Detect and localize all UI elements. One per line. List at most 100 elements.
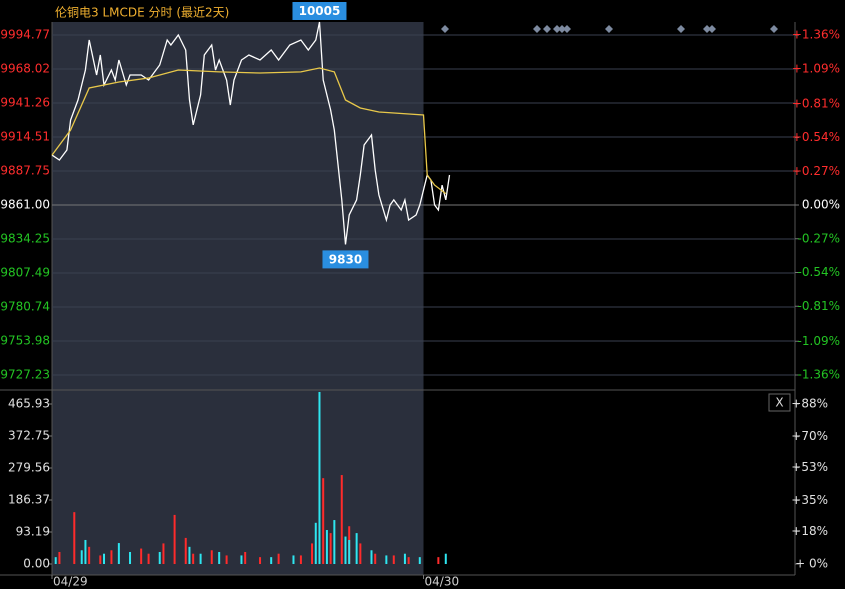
y-tick-label: 9994.77 [0, 28, 50, 42]
y2-tick-label: -1.36% [798, 368, 840, 382]
volume-bar [299, 555, 302, 565]
volume-bar [437, 557, 440, 565]
y-tick-label: 9941.26 [0, 96, 50, 110]
volume-bar [385, 555, 388, 565]
volume-bar [370, 550, 373, 565]
event-marker[interactable] [708, 25, 716, 33]
y-tick-label: 9753.98 [0, 334, 50, 348]
y2-tick-label: -1.09% [798, 334, 840, 348]
volume-bar [340, 475, 343, 565]
volume-bar [359, 543, 362, 565]
close-button-box[interactable] [768, 393, 791, 412]
event-marker[interactable] [703, 25, 711, 33]
volume-bar [162, 543, 165, 565]
y-tick-label: 372.75 [8, 429, 50, 443]
y-tick-label: 465.93 [8, 397, 50, 411]
extreme-label-box [292, 2, 347, 20]
y2-tick-label: +0.54% [792, 130, 840, 144]
volume-bar [314, 522, 317, 565]
volume-bar [348, 539, 351, 565]
y2-tick-label: +0.27% [792, 164, 840, 178]
volume-bar [54, 557, 57, 565]
y2-tick-label: +1.09% [792, 61, 840, 75]
y-tick-label: 9834.25 [0, 231, 50, 245]
y-tick-label: 0.00 [23, 557, 50, 571]
y-tick-label: 9727.23 [0, 368, 50, 382]
volume-bar [110, 550, 113, 565]
volume-bar [103, 553, 106, 565]
y2-tick-label: -0.81% [798, 299, 840, 313]
event-marker[interactable] [770, 25, 778, 33]
close-button[interactable]: X [768, 393, 791, 412]
volume-bar [407, 557, 410, 565]
y-tick-label: 279.56 [8, 461, 50, 475]
volume-bar [99, 555, 102, 565]
volume-bar [218, 551, 221, 565]
event-marker[interactable] [563, 25, 571, 33]
volume-bar [292, 555, 295, 565]
volume-bar [333, 520, 336, 565]
volume-bar [73, 512, 76, 565]
chart-title: 伦铜电3 LMCDE 分时 (最近2天) [55, 5, 229, 20]
volume-bar [311, 543, 314, 565]
y2-tick-label: -0.27% [798, 231, 840, 245]
volume-bar [270, 557, 273, 565]
extreme-label: 9830 [329, 252, 362, 266]
volume-bar [240, 555, 243, 565]
volume-bar [140, 548, 143, 565]
volume-bar [392, 555, 395, 565]
volume-bar [244, 551, 247, 565]
event-marker[interactable] [558, 25, 566, 33]
event-marker[interactable] [677, 25, 685, 33]
event-marker[interactable] [543, 25, 551, 33]
event-marker[interactable] [441, 25, 449, 33]
volume-bar [418, 557, 421, 565]
event-marker[interactable] [533, 25, 541, 33]
volume-bar [199, 553, 202, 565]
volume-bar [184, 537, 187, 565]
volume-bar [225, 555, 228, 565]
volume-bar [210, 550, 213, 565]
volume-bar [374, 553, 377, 565]
y2-tick-label: +88% [791, 397, 828, 411]
y2-tick-label: 0.00% [802, 198, 840, 212]
volume-bar [277, 553, 280, 565]
volume-bar [322, 478, 325, 565]
event-markers [441, 25, 778, 33]
session-shade [52, 22, 424, 575]
volume-bar [192, 553, 195, 565]
y2-tick-label: +35% [791, 493, 828, 507]
y2-tick-label: +70% [791, 429, 828, 443]
x-tick-label: 04/29 [53, 575, 88, 589]
y-tick-label: 9914.51 [0, 129, 50, 143]
panel-background [52, 22, 424, 575]
y2-tick-label: +18% [791, 524, 828, 538]
volume-bar [173, 514, 176, 565]
volume-bar [158, 551, 161, 565]
y2-tick-label: +1.36% [792, 28, 840, 42]
close-button-label[interactable]: X [775, 396, 783, 410]
y-tick-label: 9861.00 [0, 198, 50, 212]
extreme-label: 10005 [299, 4, 341, 18]
y2-tick-label: + 0% [795, 557, 828, 571]
extreme-label-box [322, 250, 369, 269]
y-tick-label: 9780.74 [0, 300, 50, 314]
event-marker[interactable] [553, 25, 561, 33]
volume-bar [344, 536, 347, 565]
volume-bar [58, 551, 61, 565]
volume-bar [84, 539, 87, 565]
event-marker[interactable] [605, 25, 613, 33]
x-tick-label: 04/30 [425, 575, 460, 589]
y2-tick-label: +0.81% [792, 96, 840, 110]
volume-bar [117, 543, 120, 565]
volume-bar [88, 546, 91, 565]
y-tick-label: 186.37 [8, 493, 50, 507]
volume-bar [259, 557, 262, 565]
price-line [51, 21, 451, 245]
volume-bar [403, 553, 406, 565]
y-tick-label: 9968.02 [0, 61, 50, 75]
volume-bar [129, 551, 132, 565]
volume-bar [325, 530, 328, 565]
y-tick-label: 9807.49 [0, 266, 50, 280]
